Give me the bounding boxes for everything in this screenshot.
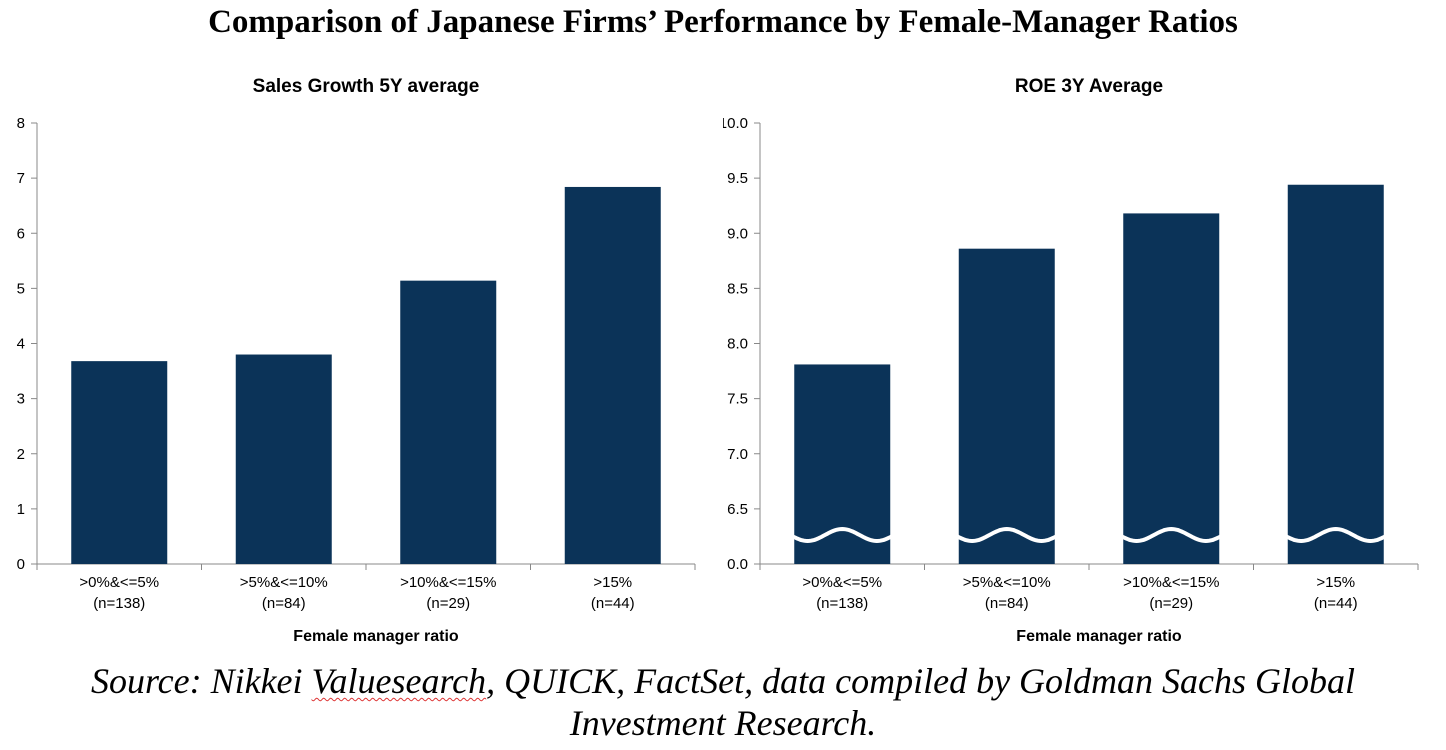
bar (1123, 213, 1220, 564)
bar (564, 186, 661, 564)
x-tick-label: (n=44) (591, 595, 635, 612)
y-tick-label: 8.5 (727, 280, 748, 297)
x-tick-label: (n=138) (816, 595, 868, 612)
x-axis-label: Female manager ratio (1016, 628, 1182, 645)
x-tick-label: (n=84) (985, 595, 1029, 612)
y-tick-label: 7.0 (727, 446, 748, 463)
y-tick-label: 3 (17, 391, 25, 408)
source-underlined-word: Valuesearch (311, 661, 487, 701)
sales-growth-chart: Sales Growth 5Y average 0 1 2 3 4 5 6 7 8 >0%&<=5%… (17, 76, 696, 645)
x-tick-label: >15% (593, 574, 632, 591)
x-tick-label: >15% (1316, 574, 1355, 591)
x-tick-label: (n=84) (262, 595, 306, 612)
y-tick-label: 6.5 (727, 501, 748, 518)
bar (958, 248, 1055, 564)
x-tick-label: (n=44) (1314, 595, 1358, 612)
y-tick-label: 9.0 (727, 225, 748, 242)
bar (400, 280, 497, 564)
x-tick-label: (n=29) (1149, 595, 1193, 612)
axis-break-mark (1118, 526, 1225, 544)
y-tick-label: 9.5 (727, 170, 748, 187)
x-tick-label: >0%&<=5% (79, 574, 159, 591)
y-tick-label: 5 (17, 280, 25, 297)
axis-break-mark (789, 526, 896, 544)
x-tick-label: >10%&<=15% (1123, 574, 1219, 591)
x-tick-label: (n=138) (93, 595, 145, 612)
y-tick-label: 8.0 (727, 336, 748, 353)
x-tick-label: (n=29) (426, 595, 470, 612)
x-tick-label: >5%&<=10% (240, 574, 328, 591)
x-tick-label: >0%&<=5% (802, 574, 882, 591)
x-tick-label: >5%&<=10% (963, 574, 1051, 591)
bar (794, 364, 891, 564)
source-note: Source: Nikkei Valuesearch, QUICK, FactS… (0, 660, 1446, 744)
y-tick-label: 1 (17, 501, 25, 518)
y-tick-label: 0.0 (727, 556, 748, 573)
y-tick-label: 7.5 (727, 391, 748, 408)
y-tick-label: 7 (17, 170, 25, 187)
y-tick-label: 4 (17, 336, 25, 353)
roe-chart: ROE 3Y Average 0.0 6.5 7.0 7.5 8.0 8.5 9.0 9.5 10… (723, 76, 1419, 645)
y-tick-label: 2 (17, 446, 25, 463)
source-suffix: , QUICK, FactSet, data compiled by Goldm… (486, 661, 1356, 701)
y-tick-label: 6 (17, 225, 25, 242)
bar (1287, 184, 1384, 565)
chart-title: ROE 3Y Average (1015, 76, 1163, 97)
y-tick-label: 8 (17, 115, 25, 132)
y-tick-label: 10.0 (723, 115, 748, 132)
bar (235, 354, 332, 564)
main-title: Comparison of Japanese Firms’ Performanc… (208, 4, 1238, 40)
axis-break-mark (1282, 526, 1389, 544)
x-tick-label: >10%&<=15% (400, 574, 496, 591)
y-tick-label: 0 (17, 556, 25, 573)
bar (71, 361, 168, 564)
axis-break-mark (953, 526, 1060, 544)
x-axis-label: Female manager ratio (293, 628, 459, 645)
source-prefix: Source: Nikkei (90, 661, 312, 701)
chart-title: Sales Growth 5Y average (253, 76, 480, 97)
source-line2: Investment Research. (569, 703, 877, 743)
